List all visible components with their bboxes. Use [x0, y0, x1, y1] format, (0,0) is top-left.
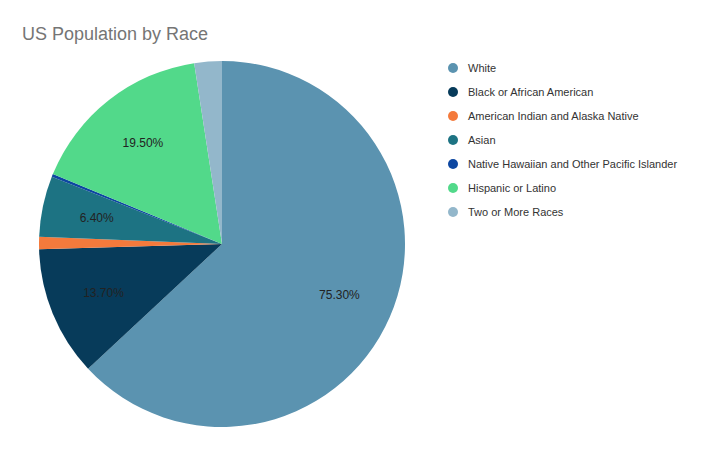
legend-label: White	[468, 62, 496, 74]
chart-svg: US Population by Race 75.30% 13.70% 6.40% 19…	[0, 0, 726, 449]
legend-marker	[448, 159, 458, 169]
legend-marker	[448, 111, 458, 121]
legend-marker	[448, 183, 458, 193]
legend-marker	[448, 135, 458, 145]
legend-label: Black or African American	[468, 86, 593, 98]
pie-slice	[39, 244, 222, 369]
legend-marker	[448, 63, 458, 73]
pie-slices	[39, 61, 405, 427]
legend-marker	[448, 207, 458, 217]
data-label: 75.30%	[319, 288, 360, 302]
legend-marker	[448, 87, 458, 97]
legend-label: Two or More Races	[468, 206, 564, 218]
data-label: 19.50%	[123, 136, 164, 150]
data-label: 13.70%	[83, 286, 124, 300]
chart-title: US Population by Race	[22, 24, 208, 44]
legend-label: American Indian and Alaska Native	[468, 110, 639, 122]
legend: White Black or African American American I…	[448, 62, 677, 218]
data-labels: 75.30% 13.70% 6.40% 19.50%	[80, 136, 360, 302]
data-label: 6.40%	[80, 211, 114, 225]
legend-label: Hispanic or Latino	[468, 182, 556, 194]
legend-label: Asian	[468, 134, 496, 146]
pie-slice	[194, 61, 222, 244]
legend-label: Native Hawaiian and Other Pacific Island…	[468, 158, 677, 170]
pie-slice	[53, 63, 222, 244]
chart-container: US Population by Race 75.30% 13.70% 6.40% 19…	[0, 0, 726, 449]
